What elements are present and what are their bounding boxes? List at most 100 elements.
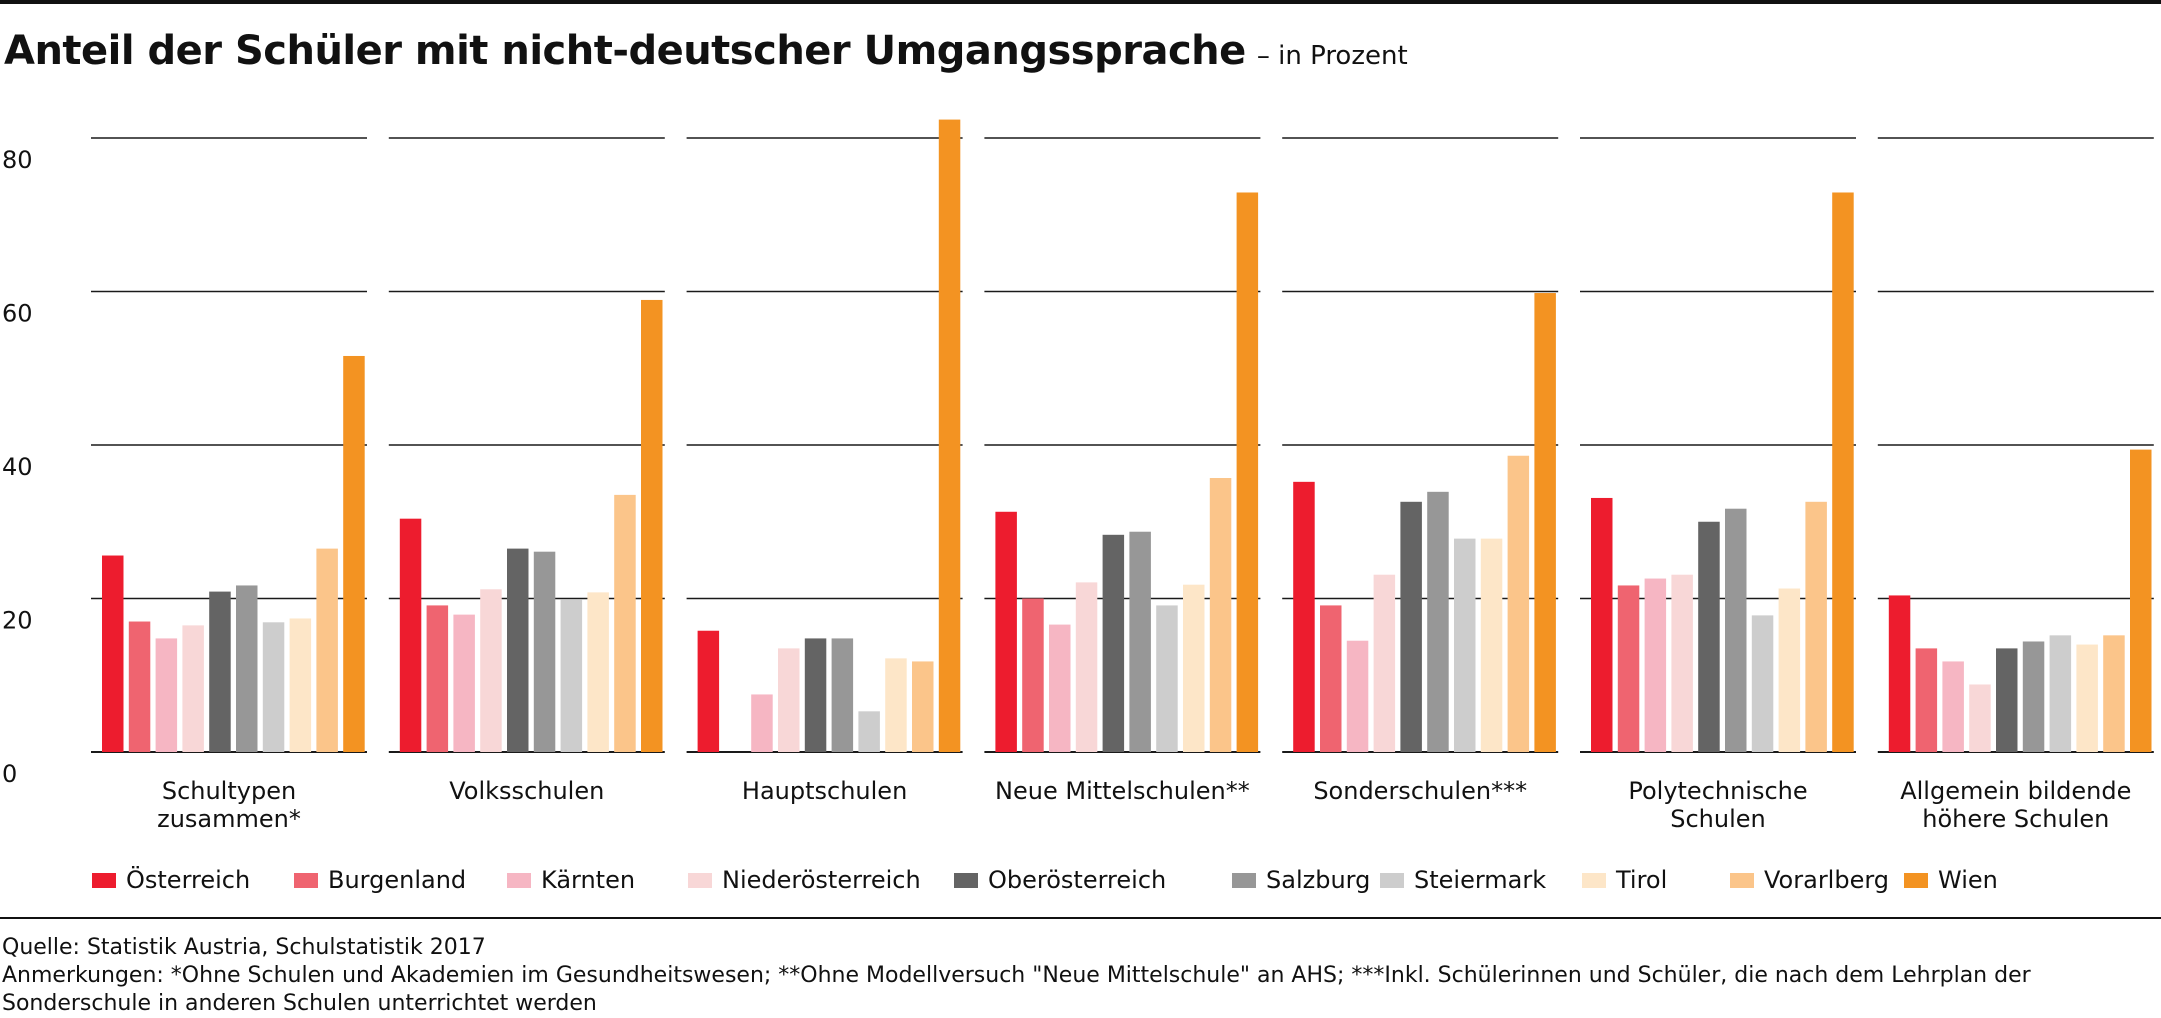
bar	[128, 621, 151, 752]
category-label: zusammen*	[157, 805, 301, 833]
bar	[1400, 501, 1422, 752]
bar	[1751, 615, 1774, 752]
bar	[1346, 640, 1369, 752]
bar	[1209, 478, 1232, 752]
bar	[1832, 192, 1854, 752]
bar	[289, 618, 312, 752]
bar	[1102, 534, 1125, 752]
bar	[1480, 538, 1503, 752]
bar	[938, 119, 961, 752]
bar	[1075, 582, 1098, 752]
category-label: Neue Mittelschulen**	[995, 777, 1250, 805]
legend-swatch	[507, 872, 531, 888]
category-label: Sonderschulen***	[1313, 777, 1527, 805]
bar	[2022, 641, 2045, 752]
bar	[1373, 574, 1396, 752]
bar	[1942, 661, 1964, 752]
legend-item: Österreich	[92, 866, 250, 900]
bar	[1534, 293, 1556, 752]
category-label: Polytechnische	[1628, 777, 1807, 805]
bar	[102, 555, 124, 752]
bar	[1454, 538, 1476, 752]
legend-item: Vorarlberg	[1730, 866, 1889, 900]
bar	[831, 638, 854, 752]
legend-item: Salzburg	[1232, 866, 1370, 900]
y-tick-label: 60	[2, 300, 33, 328]
legend-item: Burgenland	[294, 866, 466, 900]
legend-item: Tirol	[1582, 866, 1667, 900]
bar	[533, 551, 556, 752]
bar	[1671, 574, 1693, 752]
chart-subtitle: – in Prozent	[1256, 41, 1408, 71]
bar	[912, 661, 934, 752]
bar	[885, 658, 907, 752]
bar	[1591, 497, 1613, 752]
legend-swatch	[1232, 872, 1256, 888]
bar	[2049, 635, 2072, 752]
bar	[1888, 595, 1911, 752]
bar	[2130, 449, 2152, 752]
bar	[1129, 531, 1151, 752]
category-label: Schulen	[1670, 805, 1766, 833]
bar	[1969, 684, 1991, 752]
bar	[804, 638, 827, 752]
legend-item: Steiermark	[1380, 866, 1546, 900]
bottom-rule	[0, 917, 2161, 919]
bar	[1022, 598, 1044, 752]
legend-swatch	[92, 872, 116, 888]
legend-label: Tirol	[1616, 866, 1668, 894]
bar	[1049, 624, 1071, 752]
category-label: Allgemein bildende	[1900, 777, 2131, 805]
bar	[316, 548, 338, 752]
bar	[858, 711, 880, 752]
legend-swatch	[1582, 872, 1606, 888]
bar	[995, 511, 1017, 752]
legend-item: Niederösterreich	[688, 866, 921, 900]
bar	[1996, 648, 2018, 752]
bar	[399, 518, 422, 752]
bar	[1778, 588, 1801, 752]
category-label: Volksschulen	[449, 777, 604, 805]
bar	[1507, 455, 1530, 752]
legend: Österreich Burgenland Kärnten Niederösterre…	[92, 866, 2092, 900]
legend-label: Oberösterreich	[988, 866, 1167, 894]
y-tick-label: 20	[2, 607, 33, 635]
bar	[2076, 644, 2098, 752]
bar	[1698, 521, 1720, 752]
bar	[587, 592, 609, 752]
bar	[1236, 192, 1259, 752]
bar	[614, 494, 636, 752]
annotation-note-line-1: Anmerkungen: *Ohne Schulen und Akademien…	[2, 963, 2031, 988]
legend-label: Wien	[1938, 866, 1998, 894]
bar	[560, 599, 583, 752]
bar	[1156, 605, 1178, 752]
bar	[1617, 585, 1640, 752]
bar	[343, 355, 365, 752]
legend-swatch	[688, 872, 712, 888]
legend-label: Steiermark	[1414, 866, 1547, 894]
bar	[426, 605, 449, 752]
bar	[1805, 501, 1827, 752]
bar	[480, 589, 502, 752]
bar	[641, 299, 663, 752]
legend-item: Kärnten	[507, 866, 635, 900]
bar	[453, 614, 475, 752]
bar	[1427, 491, 1449, 752]
y-tick-label: 80	[2, 146, 33, 174]
category-label: Hauptschulen	[742, 777, 907, 805]
top-rule	[0, 0, 2161, 4]
legend-swatch	[954, 872, 978, 888]
chart-title-block: Anteil der Schüler mit nicht-deutscher U…	[4, 28, 1408, 74]
bar	[236, 585, 258, 752]
chart-title: Anteil der Schüler mit nicht-deutscher U…	[4, 28, 1246, 74]
legend-label: Burgenland	[328, 866, 467, 894]
y-tick-label: 40	[2, 453, 33, 481]
bar	[1320, 605, 1342, 752]
y-tick-label: 0	[2, 760, 17, 788]
legend-item: Oberösterreich	[954, 866, 1166, 900]
bar	[209, 591, 231, 752]
category-label: höhere Schulen	[1922, 805, 2109, 833]
category-label: Schultypen	[162, 777, 296, 805]
bar	[778, 648, 800, 752]
